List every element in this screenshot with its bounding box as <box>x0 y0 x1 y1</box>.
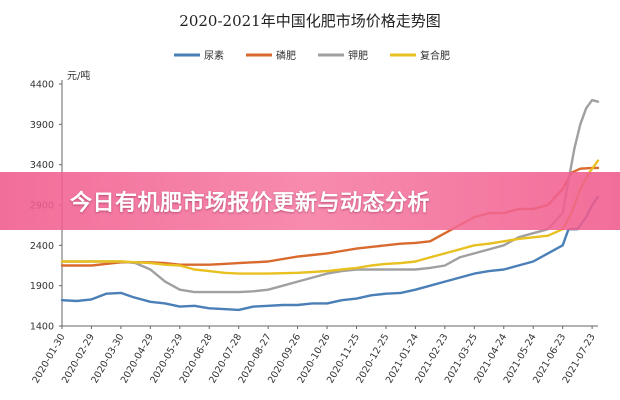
legend-label: 磷肥 <box>276 49 296 62</box>
banner-headline: 今日有机肥市场报价更新与动态分析 <box>70 191 431 216</box>
y-tick-label: 2400 <box>30 241 54 252</box>
legend-label: 尿素 <box>204 49 224 62</box>
series-line-尿素 <box>60 195 600 312</box>
legend-label: 复合肥 <box>420 49 450 62</box>
y-tick-label: 3900 <box>30 120 54 131</box>
y-tick-label: 1900 <box>30 281 54 292</box>
series-line-复合肥 <box>60 159 600 275</box>
legend-label: 钾肥 <box>348 49 368 62</box>
chart-legend: 尿素 磷肥 钾肥 复合肥 <box>174 49 450 62</box>
y-tick-label: 3400 <box>30 160 54 171</box>
chart-title: 2020-2021年中国化肥市场价格走势图 <box>179 12 440 30</box>
y-tick-label: 4400 <box>30 80 54 91</box>
x-axis-ticks: 2020-01-302020-02-292020-03-302020-04-29… <box>30 326 598 385</box>
headline-banner: 今日有机肥市场报价更新与动态分析 <box>0 172 620 230</box>
y-axis-unit: 元/吨 <box>67 69 90 82</box>
y-tick-label: 1400 <box>30 322 54 333</box>
